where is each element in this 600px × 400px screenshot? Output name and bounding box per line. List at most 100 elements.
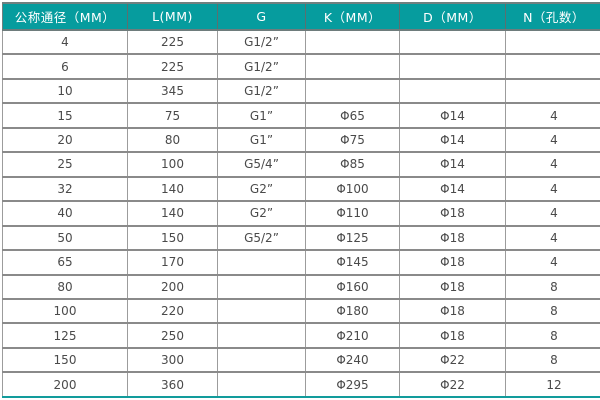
table-cell-r12-c5: 8 [505,323,600,349]
table-cell-r6-c5: 4 [505,176,600,203]
table-row-8: 50 150 G5/2” Φ125 Φ18 4 [2,225,600,252]
table-cell-r5-c3: Φ85 [305,152,400,178]
table-cell-r5-c5: 4 [505,152,600,178]
table-cell-r12-c4: Φ18 [399,323,506,349]
table-cell-r10-c5: 8 [505,274,600,301]
table-cell-r0-c5 [505,30,600,56]
table-cell-r6-c0: 32 [2,176,128,203]
table-cell-r11-c1: 220 [127,298,218,325]
table-cell-r14-c3: Φ295 [305,372,400,398]
table-cell-r6-c2: G2” [217,176,306,203]
table-cell-r2-c2: G1/2” [217,78,306,105]
table-cell-r8-c3: Φ125 [305,225,400,252]
table-cell-r6-c3: Φ100 [305,176,400,203]
table-cell-r10-c2 [217,274,306,301]
table-cell-r9-c3: Φ145 [305,250,400,276]
table-cell-r9-c5: 4 [505,250,600,276]
table-cell-r4-c3: Φ75 [305,127,400,154]
table-cell-r5-c1: 100 [127,152,218,178]
table-cell-r11-c2 [217,298,306,325]
column-header-4: D（MM） [399,2,506,31]
table-cell-r0-c2: G1/2” [217,30,306,56]
column-header-5: N（孔数） [505,2,600,31]
table-cell-r10-c3: Φ160 [305,274,400,301]
table-cell-r2-c1: 345 [127,78,218,105]
table-cell-r10-c1: 200 [127,274,218,301]
table-cell-r13-c4: Φ22 [399,347,506,374]
table-cell-r2-c4 [399,78,506,105]
table-cell-r0-c4 [399,30,506,56]
table-row-2: 10 345 G1/2” [2,78,600,105]
table-row-9: 65 170 Φ145 Φ18 4 [2,250,600,276]
table-cell-r2-c5 [505,78,600,105]
table-cell-r1-c3 [305,54,400,80]
table-cell-r1-c2: G1/2” [217,54,306,80]
table-cell-r2-c3 [305,78,400,105]
table-cell-r3-c4: Φ14 [399,103,506,129]
table-cell-r13-c0: 150 [2,347,128,374]
table-cell-r1-c0: 6 [2,54,128,80]
table-cell-r12-c3: Φ210 [305,323,400,349]
table-cell-r5-c0: 25 [2,152,128,178]
table-cell-r13-c1: 300 [127,347,218,374]
table-cell-r1-c5 [505,54,600,80]
table-row-3: 15 75 G1” Φ65 Φ14 4 [2,103,600,129]
table-cell-r14-c0: 200 [2,372,128,398]
table-cell-r0-c0: 4 [2,30,128,56]
column-header-1: L(MM) [127,2,218,31]
table-row-5: 25 100 G5/4” Φ85 Φ14 4 [2,152,600,178]
table-cell-r2-c0: 10 [2,78,128,105]
table-cell-r3-c5: 4 [505,103,600,129]
table-cell-r12-c1: 250 [127,323,218,349]
table-cell-r8-c0: 50 [2,225,128,252]
table-cell-r11-c0: 100 [2,298,128,325]
table-row-6: 32 140 G2” Φ100 Φ14 4 [2,176,600,203]
table-cell-r7-c0: 40 [2,201,128,227]
table-cell-r3-c0: 15 [2,103,128,129]
column-header-3: K（MM） [305,2,400,31]
table-cell-r6-c1: 140 [127,176,218,203]
table-cell-r9-c1: 170 [127,250,218,276]
table-cell-r9-c0: 65 [2,250,128,276]
table-row-14: 200 360 Φ295 Φ22 12 [2,372,600,398]
table-cell-r7-c4: Φ18 [399,201,506,227]
column-header-0: 公称通径（MM） [2,2,128,31]
table-cell-r4-c2: G1” [217,127,306,154]
table-row-11: 100 220 Φ180 Φ18 8 [2,298,600,325]
table-cell-r13-c2 [217,347,306,374]
table-cell-r4-c0: 20 [2,127,128,154]
table-cell-r10-c4: Φ18 [399,274,506,301]
table-cell-r11-c4: Φ18 [399,298,506,325]
table-cell-r13-c5: 8 [505,347,600,374]
table-cell-r4-c4: Φ14 [399,127,506,154]
table-cell-r8-c5: 4 [505,225,600,252]
table-row-1: 6 225 G1/2” [2,54,600,80]
table-row-4: 20 80 G1” Φ75 Φ14 4 [2,127,600,154]
table-cell-r7-c5: 4 [505,201,600,227]
table-cell-r1-c4 [399,54,506,80]
table-cell-r1-c1: 225 [127,54,218,80]
table-cell-r0-c3 [305,30,400,56]
table-cell-r14-c5: 12 [505,372,600,398]
table-cell-r8-c2: G5/2” [217,225,306,252]
table-cell-r12-c0: 125 [2,323,128,349]
table-cell-r3-c1: 75 [127,103,218,129]
table-cell-r5-c4: Φ14 [399,152,506,178]
table-cell-r4-c1: 80 [127,127,218,154]
table-cell-r3-c3: Φ65 [305,103,400,129]
table-cell-r14-c4: Φ22 [399,372,506,398]
table-cell-r7-c1: 140 [127,201,218,227]
table-cell-r8-c4: Φ18 [399,225,506,252]
column-header-2: G [217,2,306,31]
table-cell-r6-c4: Φ14 [399,176,506,203]
table-cell-r4-c5: 4 [505,127,600,154]
table-cell-r10-c0: 80 [2,274,128,301]
table-cell-r7-c3: Φ110 [305,201,400,227]
table-cell-r13-c3: Φ240 [305,347,400,374]
table-row-13: 150 300 Φ240 Φ22 8 [2,347,600,374]
table-row-10: 80 200 Φ160 Φ18 8 [2,274,600,301]
table-cell-r8-c1: 150 [127,225,218,252]
table-cell-r9-c4: Φ18 [399,250,506,276]
table-row-7: 40 140 G2” Φ110 Φ18 4 [2,201,600,227]
